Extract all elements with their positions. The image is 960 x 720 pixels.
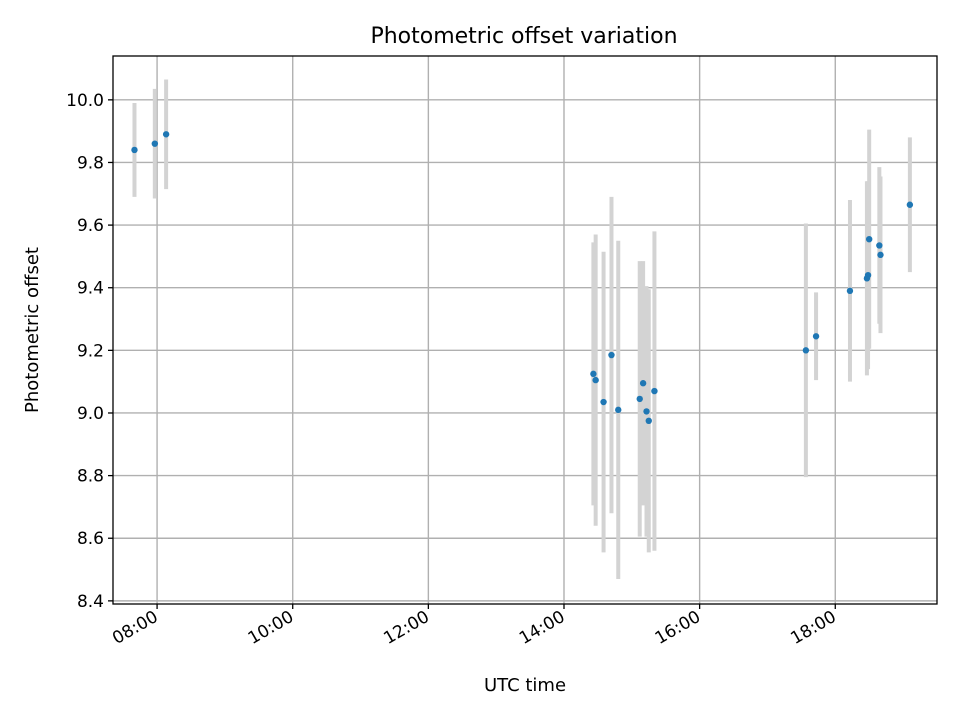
y-tick-label: 9.6 <box>77 216 104 236</box>
data-point <box>864 272 872 279</box>
data-point <box>876 242 883 249</box>
y-tick-label: 9.8 <box>77 153 104 173</box>
y-tick-label: 8.4 <box>77 592 104 612</box>
y-tick-label: 8.6 <box>77 529 104 549</box>
data-point <box>162 131 170 138</box>
x-axis-label: UTC time <box>484 675 566 696</box>
data-point <box>643 408 650 415</box>
y-tick-label: 9.0 <box>77 404 104 424</box>
x-axis: 08:00 10:00 12:00 14:00 16:00 18:00 <box>109 604 840 649</box>
error-bars <box>132 79 912 579</box>
grid <box>113 56 937 604</box>
data-point <box>151 140 159 147</box>
data-point <box>636 395 643 403</box>
y-axis-label: Photometric offset <box>22 247 43 413</box>
x-tick-label: 12:00 <box>380 607 432 649</box>
data-point <box>802 347 810 354</box>
data-point <box>846 287 854 295</box>
y-tick-label: 8.8 <box>77 467 104 487</box>
y-axis: 8.4 8.6 8.8 9.0 9.2 9.4 9.6 9.8 10.0 <box>66 91 113 612</box>
data-point <box>639 380 647 387</box>
data-point <box>592 376 599 384</box>
y-tick-label: 9.4 <box>77 279 104 299</box>
x-tick-label: 10:00 <box>245 607 297 649</box>
y-tick-label: 10.0 <box>66 91 104 111</box>
x-tick-label: 16:00 <box>652 607 704 649</box>
x-tick-label: 14:00 <box>516 607 568 649</box>
plot-frame <box>112 55 938 605</box>
data-point <box>812 333 820 340</box>
data-point <box>877 251 884 259</box>
chart-title: Photometric offset variation <box>370 24 677 49</box>
data-point <box>615 406 622 414</box>
data-point <box>131 146 138 154</box>
data-point <box>906 201 914 208</box>
x-tick-label: 08:00 <box>109 607 161 649</box>
data-point <box>600 398 607 406</box>
data-point <box>590 370 597 378</box>
data-point <box>865 235 873 243</box>
data-points <box>131 131 914 425</box>
x-tick-label: 18:00 <box>787 607 839 649</box>
data-point <box>651 387 658 395</box>
y-tick-label: 9.2 <box>77 341 104 361</box>
data-point <box>608 351 615 359</box>
data-point <box>645 417 652 425</box>
